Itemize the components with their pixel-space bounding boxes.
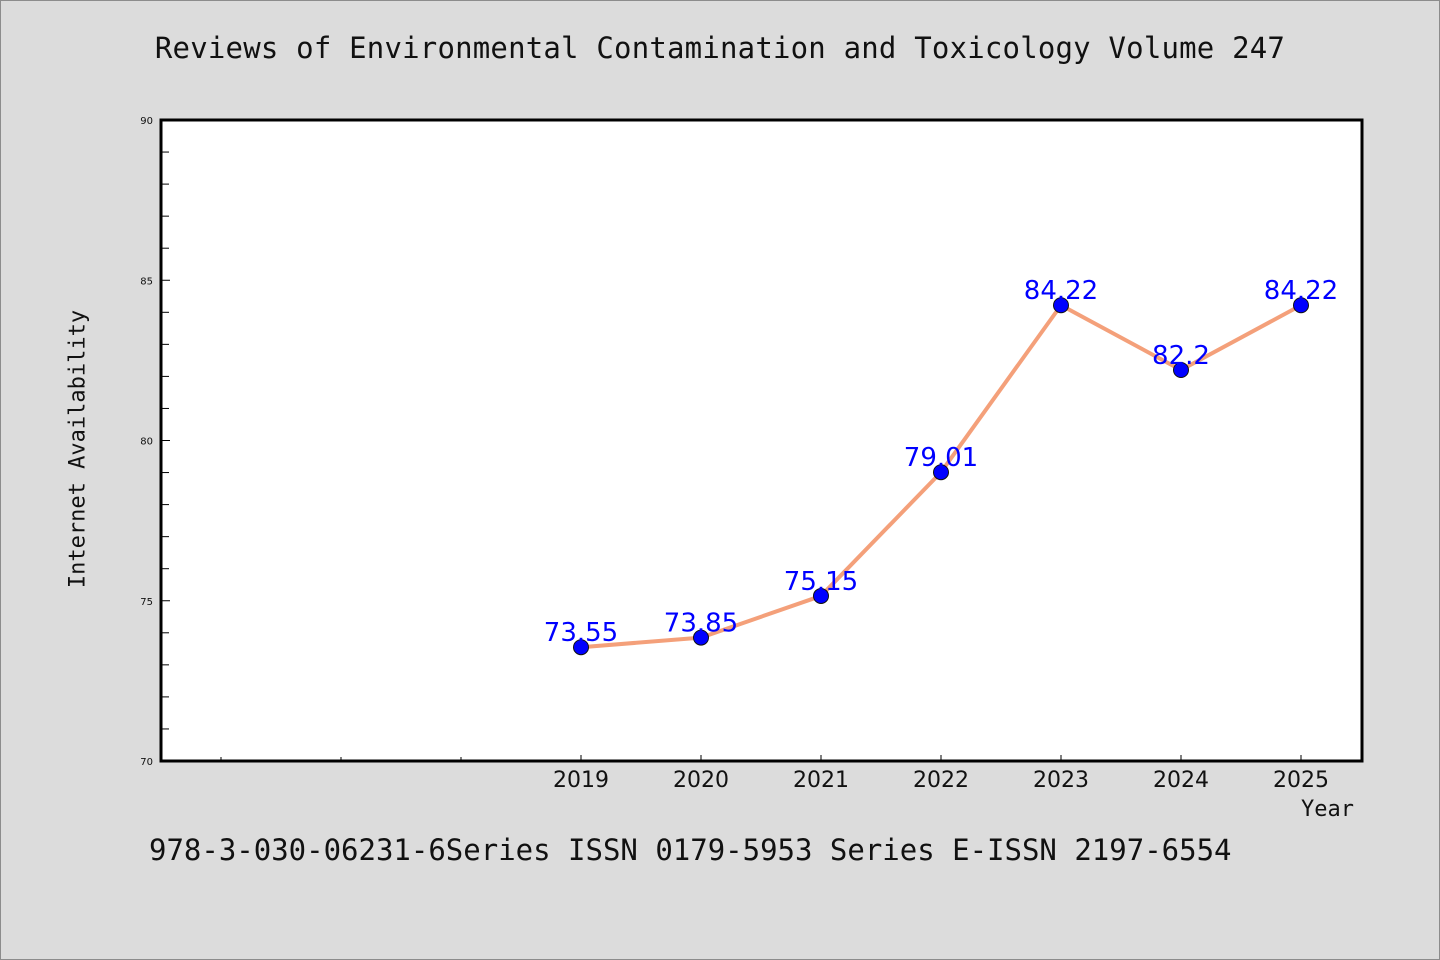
data-label: 73.55 <box>544 618 618 648</box>
data-label: 75.15 <box>784 567 858 597</box>
x-tick-label: 2021 <box>793 768 849 793</box>
data-label: 84.22 <box>1264 276 1338 306</box>
x-tick-label: 2019 <box>553 768 609 793</box>
data-label: 84.22 <box>1024 276 1098 306</box>
y-axis: 70 75 80 85 90 <box>140 116 170 768</box>
y-tick-label: 80 <box>140 437 153 448</box>
x-tick-label: 2022 <box>913 768 969 793</box>
y-tick-label: 85 <box>140 276 153 287</box>
data-point <box>1293 297 1309 314</box>
data-label: 73.85 <box>664 609 738 639</box>
x-tick-label: 2025 <box>1273 768 1329 793</box>
plot-area <box>159 118 1364 763</box>
chart-title: Reviews of Environmental Contamination a… <box>154 31 1286 65</box>
y-tick-label: 90 <box>140 116 153 127</box>
y-tick-label: 75 <box>140 597 153 608</box>
data-point <box>813 587 829 604</box>
data-point <box>933 464 949 481</box>
data-point <box>1053 297 1069 314</box>
y-tick-label: 70 <box>140 757 153 768</box>
series-group: 73.55 73.85 75.15 79.01 84.22 82.2 84.22 <box>544 276 1338 656</box>
x-tick-label: 2020 <box>673 768 729 793</box>
data-point <box>1173 361 1189 378</box>
data-label: 82.2 <box>1152 341 1210 371</box>
x-tick-label: 2024 <box>1153 768 1209 793</box>
x-axis-label: Year <box>1301 797 1354 822</box>
data-point <box>573 639 589 656</box>
data-point <box>693 629 709 646</box>
data-label: 79.01 <box>904 443 978 473</box>
x-axis: 2019 2020 2021 2022 2023 2024 2025 <box>220 755 1329 793</box>
x-tick-label: 2023 <box>1033 768 1089 793</box>
footer-isbn: 978-3-030-06231-6Series ISSN 0179-5953 S… <box>149 833 1232 867</box>
